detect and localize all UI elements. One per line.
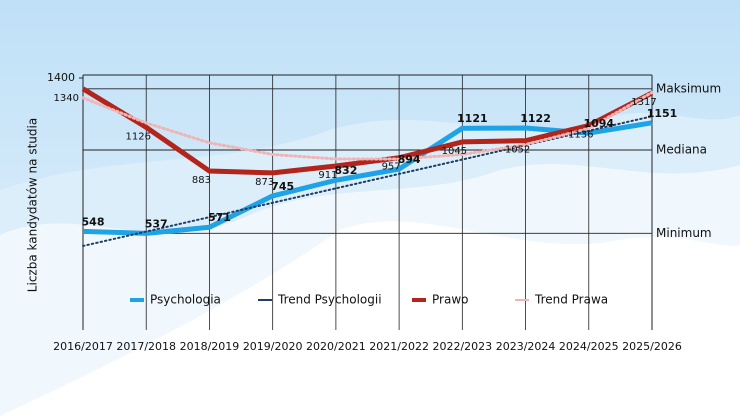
x-tick-label: 2016/2017: [53, 340, 113, 353]
data-label: 883: [192, 175, 211, 186]
x-tick-label: 2020/2021: [306, 340, 366, 353]
data-label: 571: [208, 211, 231, 224]
data-label: 1122: [520, 112, 551, 125]
data-label: 957: [382, 162, 401, 173]
x-tick-label: 2023/2024: [496, 340, 556, 353]
trend-line: [81, 90, 654, 161]
data-label: 537: [145, 217, 168, 230]
data-label: 548: [82, 215, 105, 228]
data-label: 745: [271, 180, 294, 193]
reference-label: Minimum: [656, 226, 712, 240]
x-tick-label: 2024/2025: [559, 340, 619, 353]
data-label: 1136: [568, 130, 593, 141]
x-tick-label: 2021/2022: [369, 340, 429, 353]
data-label: 873: [255, 177, 274, 188]
data-label: 1151: [647, 107, 678, 120]
legend-label: Trend Prawa: [534, 293, 608, 307]
data-label: 911: [318, 170, 337, 181]
series-line: [81, 86, 654, 176]
data-label: 894: [398, 153, 421, 166]
data-label: 1052: [505, 145, 530, 156]
y-tick-label: 1400: [47, 71, 75, 84]
trend-line: [82, 115, 653, 247]
x-tick-label: 2025/2026: [622, 340, 682, 353]
legend-label: Psychologia: [150, 293, 221, 307]
data-label: 1045: [442, 146, 467, 157]
data-label: 1094: [583, 117, 614, 130]
data-label: 1317: [631, 97, 656, 108]
x-tick-label: 2018/2019: [180, 340, 240, 353]
data-label: 1121: [457, 112, 488, 125]
data-label: 832: [334, 164, 357, 177]
x-tick-label: 2017/2018: [116, 340, 176, 353]
legend-label: Prawo: [432, 293, 468, 307]
data-label: 1126: [125, 131, 150, 142]
reference-label: Mediana: [656, 143, 707, 157]
x-tick-label: 2022/2023: [432, 340, 492, 353]
hill-front: [0, 221, 740, 416]
y-axis-label: Liczba kandydatów na studia: [26, 118, 40, 292]
legend-label: Trend Psychologii: [277, 293, 382, 307]
x-tick-label: 2019/2020: [243, 340, 303, 353]
reference-label: Maksimum: [656, 81, 721, 95]
data-label: 1340: [54, 93, 79, 104]
